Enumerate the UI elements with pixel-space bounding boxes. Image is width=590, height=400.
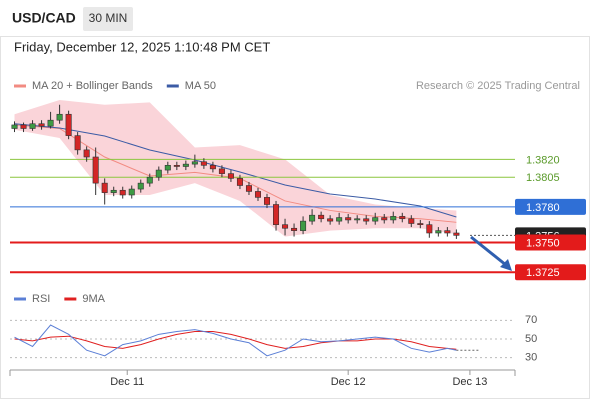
forecast-arrow-head xyxy=(500,259,512,271)
legend-label: 9MA xyxy=(82,293,105,305)
candle-body xyxy=(164,165,171,171)
level-label: 1.3780 xyxy=(526,202,560,214)
candle-body xyxy=(56,113,63,121)
candle-body xyxy=(291,227,298,231)
x-tick-label: Dec 13 xyxy=(452,376,487,388)
candle-body xyxy=(309,214,316,222)
candle-body xyxy=(20,124,27,129)
candle-body xyxy=(417,223,424,225)
credit: Research © 2025 Trading Central xyxy=(416,80,580,92)
candle-body xyxy=(363,218,370,222)
symbol: USD/CAD xyxy=(12,10,76,26)
interval-badge[interactable] xyxy=(83,7,133,31)
level-label-box xyxy=(515,264,586,281)
candle-body xyxy=(74,135,81,151)
legend-label: MA 20 + Bollinger Bands xyxy=(32,80,153,92)
legend-label: RSI xyxy=(32,293,50,305)
candle-body xyxy=(408,218,415,224)
level-label-box xyxy=(515,234,586,251)
candle-body xyxy=(282,224,289,229)
candle-body xyxy=(119,189,126,196)
level-label: 1.3820 xyxy=(526,154,560,166)
candle-body xyxy=(264,197,271,205)
candle-body xyxy=(47,119,54,127)
candle-body xyxy=(83,149,90,158)
rsi-tick-label: 30 xyxy=(525,352,537,364)
candle-body xyxy=(38,123,45,127)
candle-body xyxy=(137,182,144,190)
candle-body xyxy=(146,176,153,184)
candle-body xyxy=(390,216,397,221)
candle-body xyxy=(444,230,451,234)
candle-body xyxy=(209,165,216,170)
candle-body xyxy=(155,169,162,178)
candle-body xyxy=(372,217,379,222)
candle-body xyxy=(227,173,234,179)
candle-body xyxy=(354,218,361,221)
candle-body xyxy=(245,185,252,192)
rsi-tick-label: 50 xyxy=(525,333,537,345)
candle-body xyxy=(65,113,72,136)
candle-body xyxy=(182,163,189,167)
legend-label: MA 50 xyxy=(185,80,216,92)
candle-body xyxy=(11,124,18,129)
candle-body xyxy=(101,182,108,193)
plot: MA 20 + Bollinger Bands MA 50 RSI 9MA Dec 11… xyxy=(10,80,586,388)
candle-body xyxy=(318,214,325,220)
candle-body xyxy=(381,217,388,221)
candle-body xyxy=(435,230,442,234)
forecast-arrow xyxy=(470,235,507,267)
candle-body xyxy=(453,232,460,236)
candle-body xyxy=(254,191,261,198)
level-label: 1.3725 xyxy=(526,267,560,279)
candle-body xyxy=(399,216,406,220)
candle-body xyxy=(128,188,135,196)
rsi-line xyxy=(14,324,457,357)
candle-body xyxy=(200,161,207,166)
candle-body xyxy=(327,218,334,222)
level-label: 1.3805 xyxy=(526,172,560,184)
level-label-box xyxy=(515,198,586,215)
candle-body xyxy=(110,189,117,193)
candle-body xyxy=(218,168,225,174)
ma50-line xyxy=(14,123,457,218)
x-tick-label: Dec 12 xyxy=(331,376,366,388)
x-tick-label: Dec 11 xyxy=(110,376,144,388)
candle-body xyxy=(426,224,433,234)
interval[interactable]: 30 MIN xyxy=(89,11,128,25)
candle-body xyxy=(191,161,198,165)
level-label: 1.3750 xyxy=(526,237,560,249)
candle-body xyxy=(336,217,343,222)
candle-body xyxy=(173,165,180,167)
candle-body xyxy=(300,220,307,231)
rsi-tick-label: 70 xyxy=(525,314,537,326)
candle-body xyxy=(92,156,99,184)
bollinger-fill xyxy=(14,100,457,237)
candle-body xyxy=(345,217,352,221)
timestamp: Friday, December 12, 2025 1:10:48 PM CET xyxy=(14,39,270,54)
candle-body xyxy=(273,204,280,225)
candle-body xyxy=(29,123,36,129)
candle-body xyxy=(236,178,243,186)
